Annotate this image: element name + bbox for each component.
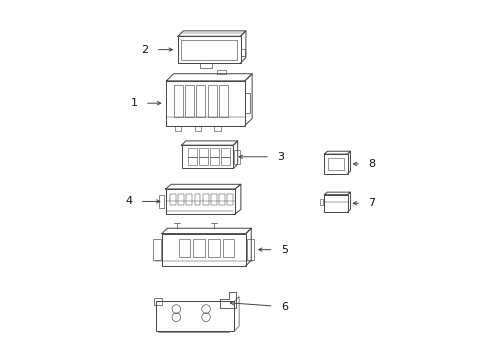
Text: 5: 5 <box>281 245 288 255</box>
Text: 8: 8 <box>368 159 375 169</box>
Bar <box>241 49 245 56</box>
Bar <box>208 85 217 117</box>
Bar <box>221 157 230 165</box>
Bar <box>153 239 161 260</box>
Text: 1: 1 <box>131 98 138 108</box>
Bar <box>223 239 234 257</box>
Bar <box>210 148 219 157</box>
Bar <box>179 239 190 257</box>
Bar <box>328 158 344 170</box>
Bar <box>175 126 181 131</box>
Bar <box>178 36 241 63</box>
Bar <box>188 148 197 157</box>
Bar <box>167 81 245 126</box>
Bar <box>170 194 176 205</box>
Bar <box>211 194 217 205</box>
Bar <box>199 157 208 165</box>
Bar <box>208 239 220 257</box>
Bar <box>166 189 235 214</box>
Bar <box>217 70 226 74</box>
Text: 6: 6 <box>281 302 288 312</box>
Bar <box>214 126 220 131</box>
Text: 3: 3 <box>277 152 284 162</box>
Bar <box>159 194 165 208</box>
Bar <box>320 198 323 204</box>
Bar <box>234 150 240 164</box>
Bar <box>195 194 200 205</box>
Bar <box>188 157 197 165</box>
Bar <box>196 85 205 117</box>
Bar <box>185 85 194 117</box>
Bar <box>219 85 228 117</box>
Bar <box>187 194 192 205</box>
Bar <box>174 85 183 117</box>
Bar <box>194 239 205 257</box>
Bar <box>220 194 225 205</box>
Bar <box>324 195 348 212</box>
Bar <box>162 234 246 266</box>
Text: 4: 4 <box>125 197 132 206</box>
Bar <box>181 40 238 60</box>
Bar <box>210 157 219 165</box>
Bar <box>199 148 208 157</box>
Bar <box>221 148 230 157</box>
Bar <box>245 93 249 113</box>
Text: 2: 2 <box>142 45 148 55</box>
Bar <box>178 194 184 205</box>
Bar <box>195 126 201 131</box>
Bar <box>324 154 348 174</box>
Bar <box>200 63 212 68</box>
Bar <box>246 239 254 260</box>
Bar <box>227 194 233 205</box>
Bar <box>203 194 209 205</box>
Bar <box>154 297 162 305</box>
Bar <box>155 301 234 331</box>
Bar <box>182 145 233 168</box>
Text: 7: 7 <box>368 198 375 208</box>
